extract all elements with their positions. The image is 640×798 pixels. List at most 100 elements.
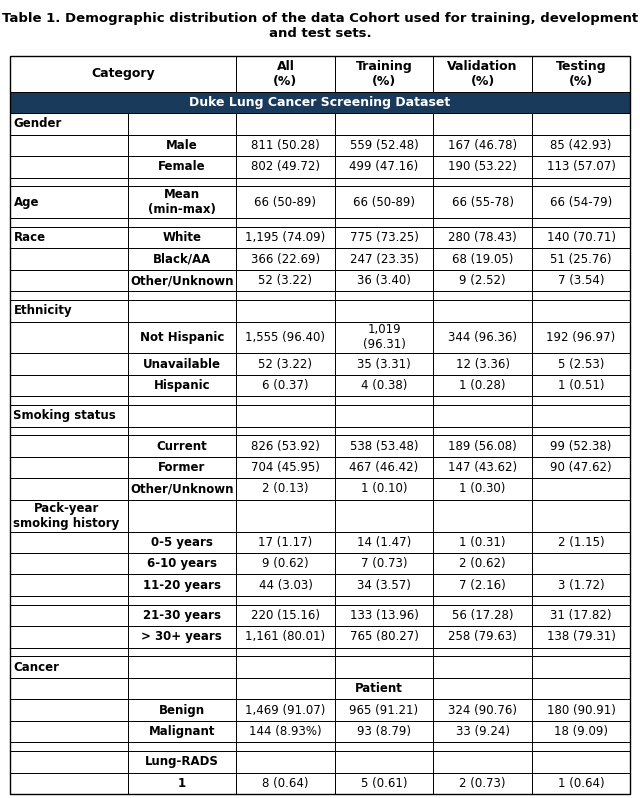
Text: Other/Unknown: Other/Unknown xyxy=(130,274,234,287)
Bar xyxy=(10,605,127,626)
Text: 113 (57.07): 113 (57.07) xyxy=(547,160,616,173)
Text: 44 (3.03): 44 (3.03) xyxy=(259,579,312,591)
Bar xyxy=(236,531,335,553)
Text: 1,555 (96.40): 1,555 (96.40) xyxy=(246,331,326,344)
Text: 220 (15.16): 220 (15.16) xyxy=(251,609,320,622)
Bar xyxy=(433,575,532,596)
Text: Lung-RADS: Lung-RADS xyxy=(145,755,219,768)
Text: White: White xyxy=(163,231,202,244)
Bar xyxy=(532,426,630,435)
Bar xyxy=(532,772,630,794)
Text: 66 (55-78): 66 (55-78) xyxy=(452,196,513,209)
Bar xyxy=(10,435,127,456)
Bar xyxy=(532,721,630,742)
Text: 189 (56.08): 189 (56.08) xyxy=(448,440,517,452)
Bar xyxy=(10,405,127,426)
Bar xyxy=(10,575,127,596)
Bar xyxy=(433,56,532,92)
Bar xyxy=(127,657,236,678)
Text: 1 (0.51): 1 (0.51) xyxy=(558,379,604,392)
Bar xyxy=(127,742,236,751)
Text: 1,019
(96.31): 1,019 (96.31) xyxy=(363,323,406,351)
Bar xyxy=(236,500,335,531)
Text: 1 (0.64): 1 (0.64) xyxy=(558,776,604,790)
Bar xyxy=(433,300,532,322)
Text: 33 (9.24): 33 (9.24) xyxy=(456,725,509,738)
Text: 6-10 years: 6-10 years xyxy=(147,557,217,571)
Bar xyxy=(335,300,433,322)
Bar xyxy=(433,248,532,270)
Bar xyxy=(236,186,335,218)
Bar xyxy=(532,227,630,248)
Bar xyxy=(10,742,127,751)
Bar xyxy=(532,742,630,751)
Bar xyxy=(335,156,433,178)
Text: 66 (54-79): 66 (54-79) xyxy=(550,196,612,209)
Bar xyxy=(236,678,335,699)
Text: All
(%): All (%) xyxy=(273,60,298,88)
Bar xyxy=(433,178,532,186)
Bar xyxy=(335,435,433,456)
Text: Table 1. Demographic distribution of the data Cohort used for training, developm: Table 1. Demographic distribution of the… xyxy=(2,12,638,40)
Bar xyxy=(10,678,127,699)
Bar xyxy=(433,478,532,500)
Text: 811 (50.28): 811 (50.28) xyxy=(251,139,320,152)
Bar xyxy=(127,156,236,178)
Bar xyxy=(10,56,236,92)
Bar xyxy=(335,721,433,742)
Bar xyxy=(532,678,630,699)
Bar xyxy=(335,113,433,135)
Text: Category: Category xyxy=(91,67,155,81)
Bar xyxy=(532,575,630,596)
Bar xyxy=(127,531,236,553)
Bar xyxy=(127,270,236,291)
Bar xyxy=(127,227,236,248)
Text: Hispanic: Hispanic xyxy=(154,379,210,392)
Bar xyxy=(127,322,236,354)
Bar xyxy=(433,657,532,678)
Bar xyxy=(532,478,630,500)
Bar xyxy=(433,397,532,405)
Bar xyxy=(127,426,236,435)
Bar xyxy=(532,218,630,227)
Text: Training
(%): Training (%) xyxy=(356,60,412,88)
Text: Female: Female xyxy=(158,160,205,173)
Bar xyxy=(10,291,127,300)
Bar xyxy=(532,435,630,456)
Text: 247 (23.35): 247 (23.35) xyxy=(349,253,419,266)
Text: 1 (0.31): 1 (0.31) xyxy=(460,535,506,549)
Text: Patient: Patient xyxy=(355,682,403,695)
Bar xyxy=(433,531,532,553)
Bar xyxy=(127,354,236,375)
Bar xyxy=(127,678,236,699)
Bar xyxy=(335,135,433,156)
Text: 35 (3.31): 35 (3.31) xyxy=(357,358,411,370)
Bar xyxy=(335,56,433,92)
Bar xyxy=(10,270,127,291)
Text: 31 (17.82): 31 (17.82) xyxy=(550,609,612,622)
Text: Smoking status: Smoking status xyxy=(13,409,116,422)
Bar xyxy=(127,721,236,742)
Bar xyxy=(236,178,335,186)
Bar xyxy=(236,742,335,751)
Text: 11-20 years: 11-20 years xyxy=(143,579,221,591)
Bar xyxy=(236,435,335,456)
Text: 8 (0.64): 8 (0.64) xyxy=(262,776,308,790)
Text: 147 (43.62): 147 (43.62) xyxy=(448,461,517,474)
Bar xyxy=(236,478,335,500)
Bar xyxy=(10,354,127,375)
Text: Validation
(%): Validation (%) xyxy=(447,60,518,88)
Bar xyxy=(335,678,433,699)
Bar xyxy=(433,113,532,135)
Bar xyxy=(127,553,236,575)
Text: 704 (45.95): 704 (45.95) xyxy=(251,461,320,474)
Text: 138 (79.31): 138 (79.31) xyxy=(547,630,616,643)
Bar xyxy=(236,721,335,742)
Bar xyxy=(532,156,630,178)
Bar xyxy=(433,648,532,657)
Bar xyxy=(236,270,335,291)
Text: 1 (0.30): 1 (0.30) xyxy=(460,483,506,496)
Bar xyxy=(532,405,630,426)
Bar xyxy=(10,186,127,218)
Text: 66 (50-89): 66 (50-89) xyxy=(255,196,316,209)
